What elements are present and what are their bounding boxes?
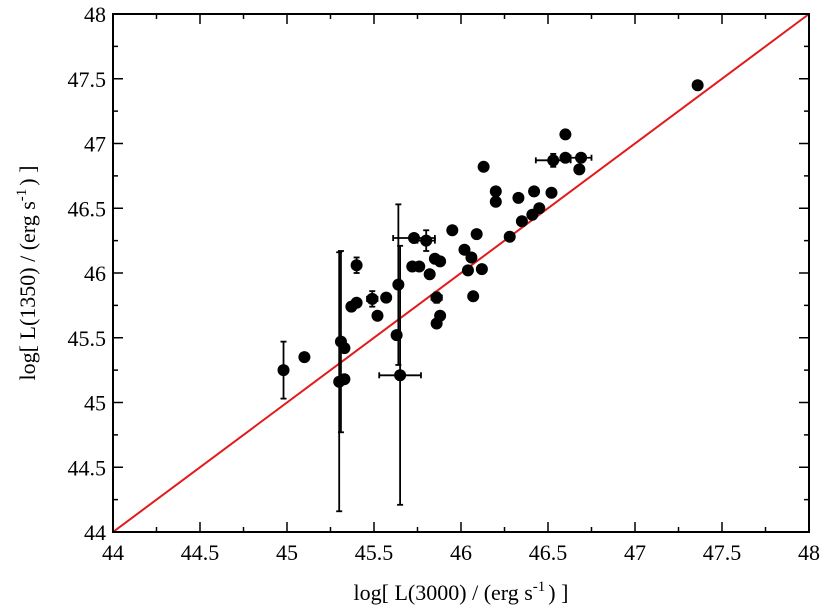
y-tick-label: 47.5 — [68, 67, 107, 92]
x-tick-label: 44 — [102, 540, 124, 565]
data-point — [489, 185, 502, 198]
x-tick-label: 44.5 — [181, 540, 220, 565]
data-point — [545, 186, 558, 199]
data-point — [458, 243, 471, 256]
data-point — [446, 224, 459, 237]
y-tick-label: 45.5 — [68, 326, 107, 351]
y-axis-label: log[ L(1350) / (erg s-1) ] — [14, 166, 40, 381]
data-point — [465, 251, 478, 264]
data-point — [366, 292, 379, 305]
data-point — [489, 195, 502, 208]
y-tick-label: 44.5 — [68, 455, 107, 480]
data-point — [420, 234, 433, 247]
data-point — [380, 291, 393, 304]
x-tick-label: 47 — [624, 540, 646, 565]
y-tick-label: 46 — [84, 261, 106, 286]
data-point — [477, 160, 490, 173]
x-tick-label: 46 — [450, 540, 472, 565]
x-tick-labels: 44 44.5 45 45.5 46 46.5 47 47.5 48 — [102, 540, 820, 565]
data-point — [338, 373, 351, 386]
data-point — [423, 268, 436, 281]
x-tick-label: 45.5 — [355, 540, 394, 565]
y-tick-labels: 44 44.5 45 45.5 46 46.5 47 47.5 48 — [68, 2, 107, 545]
y-tick-label: 48 — [84, 2, 106, 27]
data-point — [430, 291, 443, 304]
data-point — [575, 151, 588, 164]
data-point — [559, 151, 572, 164]
axis-ticks — [112, 13, 810, 533]
data-point — [573, 163, 586, 176]
data-point — [338, 342, 351, 355]
y-tick-label: 44 — [84, 520, 106, 545]
data-point — [467, 290, 480, 303]
data-point — [515, 215, 528, 228]
data-point — [547, 154, 560, 167]
data-point — [503, 230, 516, 243]
data-point — [470, 228, 483, 241]
y-tick-label: 45 — [84, 391, 106, 416]
data-point — [350, 259, 363, 272]
y-tick-label: 47 — [84, 132, 106, 157]
data-point — [533, 202, 546, 215]
data-point — [392, 278, 405, 291]
data-point — [394, 369, 407, 382]
data-marks — [112, 13, 810, 533]
data-point — [298, 351, 311, 364]
data-point — [512, 191, 525, 204]
x-tick-label: 45 — [276, 540, 298, 565]
data-point — [350, 296, 363, 309]
data-point — [371, 309, 384, 322]
data-point — [413, 260, 426, 273]
data-point — [461, 264, 474, 277]
x-tick-label: 47.5 — [703, 540, 742, 565]
data-point — [277, 364, 290, 377]
x-axis-label: log[ L(3000) / (erg s-1) ] — [354, 579, 569, 605]
x-tick-label: 48 — [798, 540, 820, 565]
data-point — [691, 79, 704, 92]
data-point — [475, 263, 488, 276]
y-tick-label: 46.5 — [68, 196, 107, 221]
x-tick-label: 46.5 — [529, 540, 568, 565]
data-point — [528, 185, 541, 198]
one-to-one-line — [112, 13, 810, 533]
data-point — [434, 309, 447, 322]
data-point — [559, 128, 572, 141]
data-point — [434, 255, 447, 268]
